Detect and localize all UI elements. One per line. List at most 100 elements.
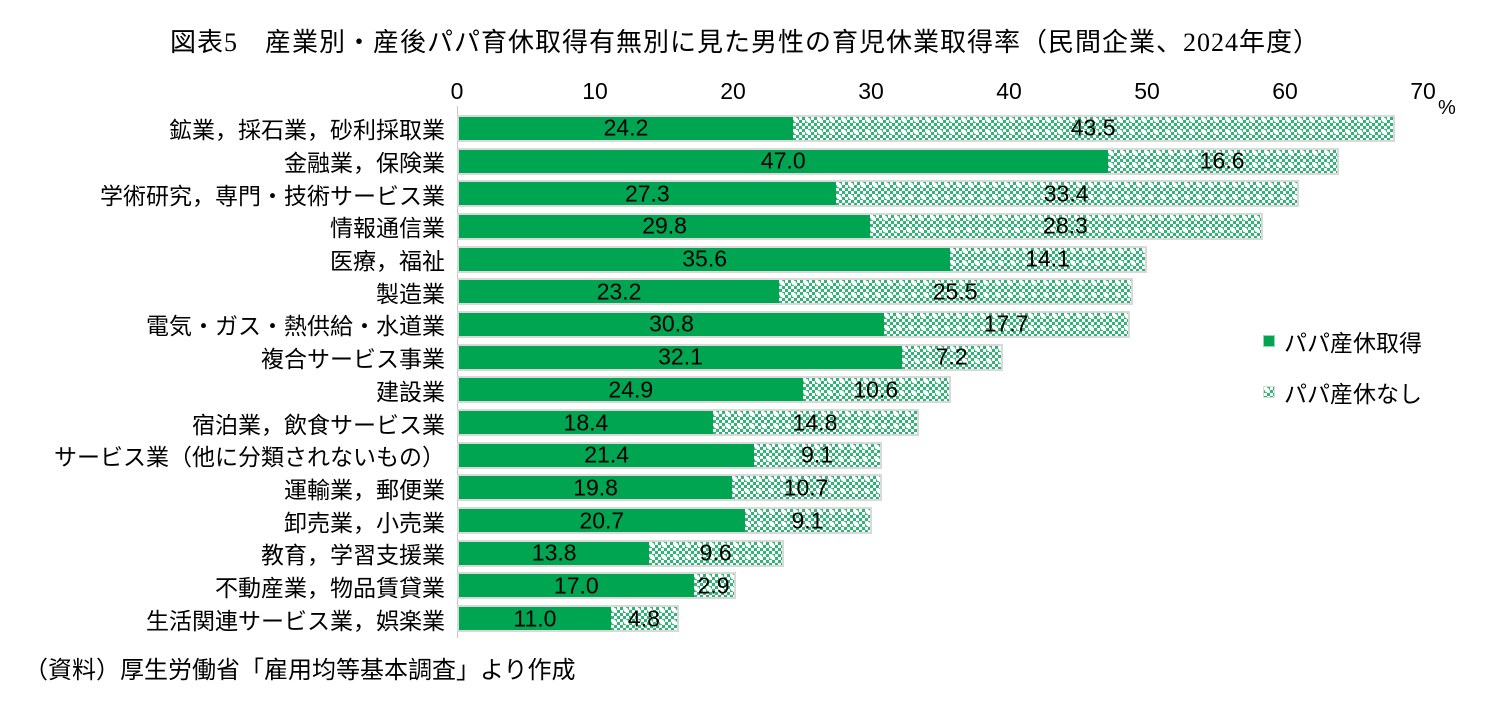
value-label: 28.3: [1043, 212, 1088, 239]
bar-stack: 24.2 43.5: [457, 114, 1396, 142]
value-label: 25.5: [932, 278, 978, 305]
bar-segment-no-papa-leave: 16.6: [1107, 147, 1337, 174]
chart-row: 宿泊業，飲食サービス業 18.4 14.8: [0, 406, 1490, 439]
bar-segment-no-papa-leave: 14.8: [712, 409, 918, 435]
bar-stack: 20.7 9.1: [457, 507, 873, 535]
value-label: 19.8: [573, 474, 618, 501]
bar-segment-papa-leave-taken: 35.6: [459, 245, 951, 272]
chart-row: 複合サービス事業 32.1 7.2: [0, 341, 1490, 374]
bar-stack: 11.0 4.8: [457, 605, 679, 633]
bar-segment-papa-leave-taken: 20.7: [459, 507, 745, 534]
bar-segment-papa-leave-taken: 18.4: [459, 409, 713, 436]
category-label: 不動産業，物品賃貸業: [215, 574, 445, 601]
bar-segment-papa-leave-taken: 32.1: [459, 343, 902, 370]
source-note: （資料）厚生労働省「雇用均等基本調査」より作成: [24, 658, 576, 684]
bar-segment-no-papa-leave: 43.5: [793, 114, 1394, 141]
value-label: 17.7: [983, 310, 1029, 337]
bar-segment-no-papa-leave: 33.4: [835, 180, 1297, 207]
chart-row: 金融業，保険業 47.0 16.6: [0, 145, 1490, 178]
value-label: 32.1: [658, 343, 703, 370]
category-label: 製造業: [376, 280, 445, 307]
bar-segment-no-papa-leave: 25.5: [779, 278, 1132, 305]
chart-row: 運輸業，郵便業 19.8 10.7: [0, 472, 1490, 505]
bar-stack: 17.0 2.9: [457, 572, 736, 600]
value-label: 10.7: [783, 474, 829, 501]
bar-stack: 27.3 33.4: [457, 180, 1299, 208]
bar-segment-papa-leave-taken: 30.8: [459, 311, 884, 337]
bar-stack: 21.4 9.1: [457, 441, 882, 469]
bar-stack: 32.1 7.2: [457, 343, 1004, 371]
legend-swatch-pattern-icon: [1263, 386, 1275, 398]
bar-segment-no-papa-leave: 10.7: [732, 474, 880, 501]
value-label: 43.5: [1070, 114, 1116, 141]
value-label: 20.7: [579, 507, 625, 534]
bar-segment-no-papa-leave: 17.7: [884, 310, 1129, 337]
bar-segment-papa-leave-taken: 24.2: [459, 114, 793, 141]
category-label: 電気・ガス・熱供給・水道業: [146, 313, 445, 340]
x-tick-label: 40: [996, 78, 1022, 104]
chart-row: 生活関連サービス業，娯楽業 11.0 4.8: [0, 602, 1490, 635]
x-tick-label: 20: [720, 78, 746, 104]
category-label: 金融業，保険業: [284, 150, 445, 177]
chart-title: 図表5 産業別・産後パパ育休取得有無別に見た男性の育児休業取得率（民間企業、20…: [169, 28, 1320, 57]
bar-segment-papa-leave-taken: 29.8: [459, 212, 871, 239]
legend-swatch-solid-icon: [1263, 335, 1275, 347]
category-label: 宿泊業，飲食サービス業: [192, 411, 445, 438]
chart-row: サービス業（他に分類されないもの） 21.4 9.1: [0, 439, 1490, 472]
category-label: 学術研究，専門・技術サービス業: [100, 182, 445, 209]
category-label: 建設業: [376, 378, 445, 405]
chart-row: 不動産業，物品賃貸業 17.0 2.9: [0, 570, 1490, 603]
x-tick-label: 50: [1134, 78, 1160, 104]
x-tick-label: 0: [450, 78, 464, 104]
value-label: 24.2: [603, 114, 649, 141]
chart-row: 情報通信業 29.8 28.3: [0, 210, 1490, 243]
category-label: 鉱業，採石業，砂利採取業: [169, 117, 445, 144]
value-label: 24.9: [608, 376, 654, 403]
category-label: 複合サービス事業: [261, 346, 445, 373]
value-label: 14.1: [1025, 245, 1070, 272]
bar-segment-papa-leave-taken: 17.0: [459, 572, 694, 599]
bar-segment-papa-leave-taken: 19.8: [459, 474, 733, 501]
category-label: 卸売業，小売業: [284, 509, 445, 536]
bar-segment-papa-leave-taken: 11.0: [459, 605, 611, 632]
legend-label: パパ産休なし: [1284, 381, 1422, 407]
value-label: 35.6: [682, 245, 728, 272]
legend-entry: パパ産休なし: [1263, 375, 1422, 409]
legend: パパ産休取得 パパ産休なし: [1263, 324, 1422, 409]
value-label: 29.8: [642, 212, 687, 239]
value-label: 21.4: [584, 441, 630, 468]
bar-segment-papa-leave-taken: 47.0: [459, 147, 1108, 174]
bar-segment-papa-leave-taken: 13.8: [459, 540, 650, 566]
bar-rows: 鉱業，採石業，砂利採取業 24.2 43.5 金融業，保険業 47.0 16.6 学術研究，…: [0, 112, 1490, 635]
value-label: 10.6: [853, 376, 899, 403]
category-label: 教育，学習支援業: [261, 542, 445, 569]
bar-segment-no-papa-leave: 10.6: [802, 376, 949, 403]
value-label: 47.0: [760, 147, 806, 174]
x-tick-label: 60: [1272, 78, 1298, 104]
bar-stack: 30.8 17.7: [457, 310, 1131, 338]
value-label: 11.0: [513, 605, 557, 632]
chart-row: 鉱業，採石業，砂利採取業 24.2 43.5: [0, 112, 1490, 145]
bar-segment-no-papa-leave: 28.3: [870, 212, 1261, 239]
bar-stack: 47.0 16.6: [457, 147, 1339, 175]
bar-stack: 13.8 9.6: [457, 539, 784, 567]
bar-stack: 18.4 14.8: [457, 409, 920, 437]
bar-segment-no-papa-leave: 9.1: [744, 507, 871, 533]
bar-segment-papa-leave-taken: 23.2: [459, 278, 780, 304]
value-label: 4.8: [627, 605, 660, 632]
category-label: 情報通信業: [330, 215, 445, 242]
value-label: 17.0: [553, 572, 599, 599]
bar-segment-no-papa-leave: 7.2: [902, 344, 1002, 370]
chart-row: 建設業 24.9 10.6: [0, 374, 1490, 407]
value-label: 33.4: [1043, 180, 1089, 207]
chart-row: 製造業 23.2 25.5: [0, 275, 1490, 308]
x-tick-label: 30: [858, 78, 884, 104]
bar-stack: 35.6 14.1: [457, 245, 1147, 273]
value-label: 18.4: [563, 409, 609, 436]
value-label: 16.6: [1199, 147, 1245, 174]
y-axis-line: [457, 106, 458, 638]
value-label: 9.1: [801, 441, 834, 468]
category-label: 運輸業，郵便業: [284, 476, 445, 503]
category-label: 医療，福祉: [330, 248, 445, 275]
